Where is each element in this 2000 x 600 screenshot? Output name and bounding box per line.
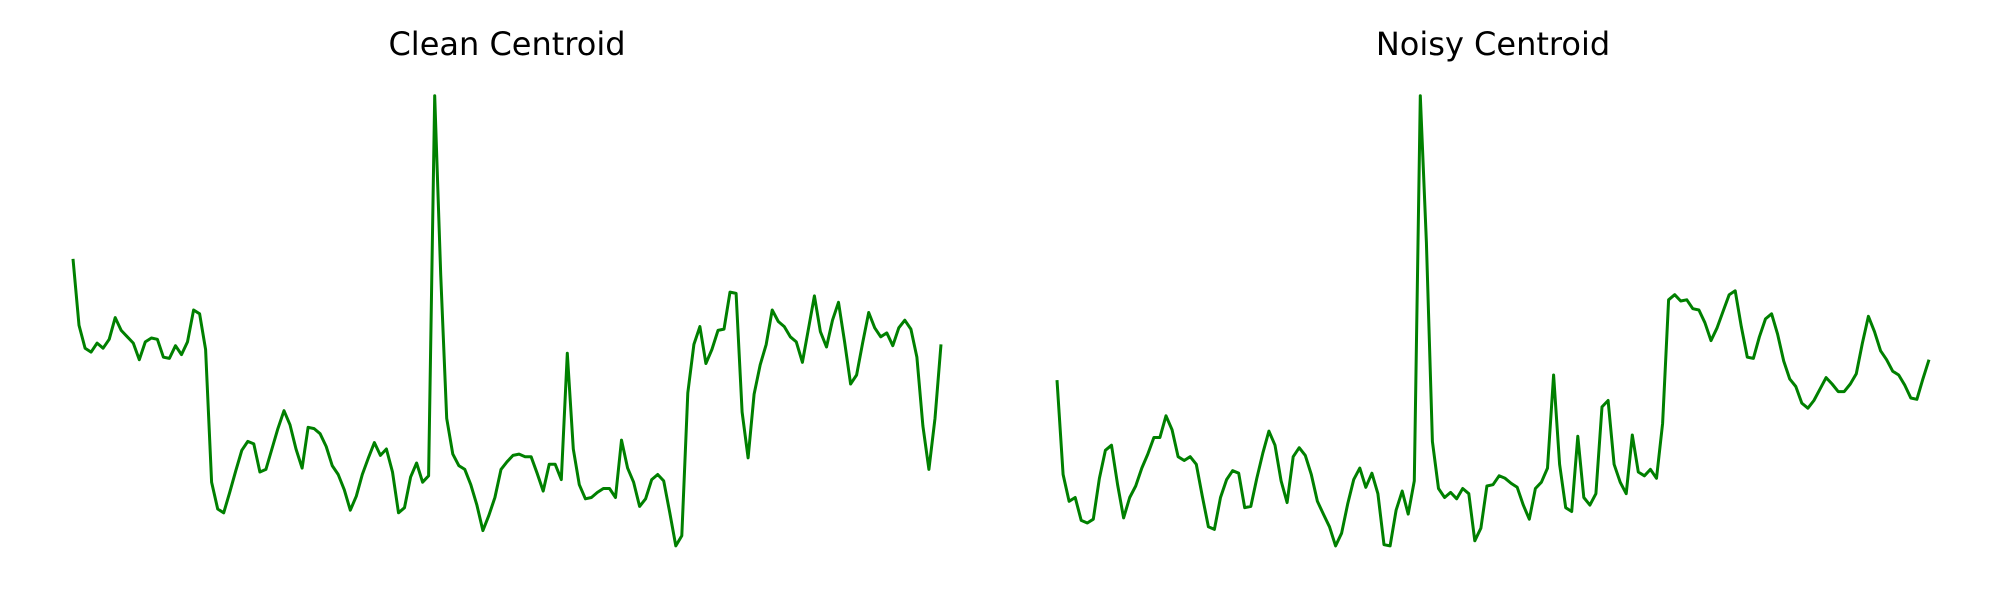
chart-title: Clean Centroid [388, 25, 625, 63]
data-line [1055, 94, 1931, 548]
data-line [71, 94, 943, 548]
chart-title: Noisy Centroid [1376, 25, 1610, 63]
